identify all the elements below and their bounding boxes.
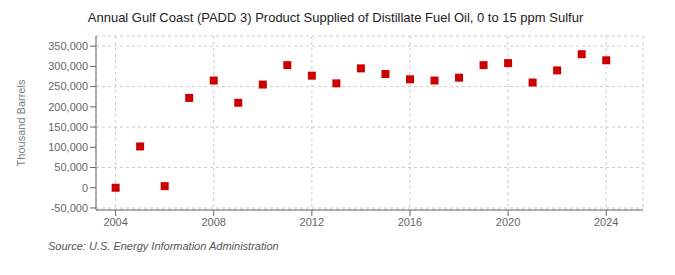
svg-text:200,000: 200,000 [48,101,88,113]
svg-text:2012: 2012 [300,216,324,228]
svg-text:2024: 2024 [594,216,618,228]
svg-text:50,000: 50,000 [54,161,88,173]
svg-text:Thousand Barrels: Thousand Barrels [15,79,27,166]
svg-text:350,000: 350,000 [48,40,88,52]
svg-text:100,000: 100,000 [48,141,88,153]
svg-text:250,000: 250,000 [48,80,88,92]
html-text:Annual Gulf Coast (PADD 3) Pro: Annual Gulf Coast (PADD 3) Product Suppl… [87,10,584,25]
html-text:Source: U.S. Energy Informatio: Source: U.S. Energy Information Administ… [48,240,279,252]
svg-text:300,000: 300,000 [48,60,88,72]
svg-text:0: 0 [82,182,88,194]
svg-text:-50,000: -50,000 [51,202,88,214]
svg-text:2020: 2020 [496,216,520,228]
svg-text:2016: 2016 [398,216,422,228]
svg-text:2004: 2004 [103,216,127,228]
svg-text:150,000: 150,000 [48,121,88,133]
svg-text:2008: 2008 [201,216,225,228]
